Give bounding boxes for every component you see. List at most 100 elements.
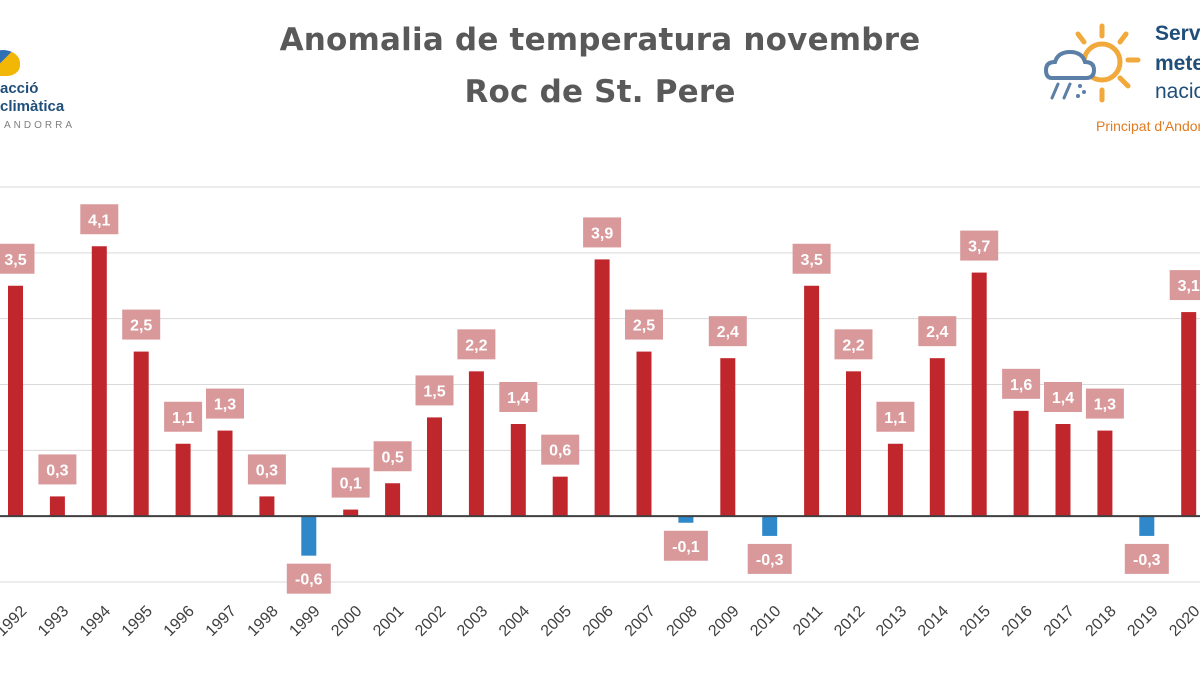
bar-2015 — [971, 272, 987, 517]
logo-right-line4: Principat d'Andorra — [1096, 118, 1200, 134]
bar-1997 — [217, 430, 233, 517]
data-label: 1,5 — [415, 375, 454, 406]
x-tick-label: 2010 — [747, 603, 784, 640]
data-label-box — [541, 434, 580, 465]
data-label-box — [1002, 368, 1041, 399]
data-label-box — [206, 388, 244, 419]
data-label: -0,1 — [663, 530, 708, 561]
chart-subtitle: Roc de St. Pere — [464, 74, 736, 110]
data-label-box — [415, 375, 454, 406]
data-label: 3,9 — [583, 217, 622, 248]
x-tick-label: 2020 — [1166, 603, 1200, 640]
data-label-box — [876, 401, 915, 432]
bar-2004 — [510, 424, 526, 517]
x-tick-label: 2005 — [538, 603, 575, 640]
data-label-text: 1,1 — [172, 410, 194, 427]
bar-2017 — [1055, 424, 1071, 517]
data-label-text: 4,1 — [88, 212, 110, 229]
bar-1998 — [259, 496, 275, 517]
x-tick-label: 2015 — [957, 603, 994, 640]
data-label: 1,4 — [499, 382, 538, 412]
logo-right-line3: nacional — [1155, 80, 1200, 103]
data-label-box — [1124, 543, 1169, 574]
data-label-text: 2,5 — [130, 318, 152, 335]
data-label-text: 3,7 — [968, 239, 990, 256]
x-tick-label: 2013 — [873, 603, 910, 640]
data-label-text: 0,5 — [381, 449, 403, 466]
x-tick-label: 2017 — [1041, 603, 1078, 640]
x-tick-label: 1999 — [286, 603, 323, 640]
data-label-text: 1,3 — [214, 397, 236, 414]
data-label-text: 2,4 — [926, 324, 948, 341]
andorra-emblem-icon — [0, 50, 20, 76]
x-tick-label: 2004 — [496, 603, 533, 640]
logo-right-line2: meteorològic — [1155, 52, 1200, 75]
data-label-text: -0,1 — [672, 539, 700, 556]
bar-2003 — [468, 371, 484, 517]
data-label: 0,3 — [38, 454, 77, 485]
data-label-box — [1044, 382, 1082, 412]
x-tick-labels: 1992 1993 1994 1995 1996 1997 1998 1999 2000 2001… — [0, 603, 1200, 640]
x-tick-label: 2019 — [1124, 603, 1161, 640]
servei-meteorologic-logo: Servei meteorològic nacional Principat d… — [1036, 16, 1200, 146]
data-label-text: 0,3 — [46, 462, 68, 479]
data-label: -0,3 — [1124, 543, 1169, 574]
data-label: 0,6 — [541, 434, 580, 465]
bar-2014 — [929, 358, 945, 517]
data-label: 3,5 — [0, 243, 35, 274]
bar-2009 — [720, 358, 736, 517]
data-label-text: 2,2 — [842, 337, 864, 354]
data-label-text: 3,9 — [591, 225, 613, 242]
data-label-text: 1,4 — [507, 390, 529, 407]
data-label: -0,6 — [286, 563, 331, 594]
data-label-text: 1,3 — [1094, 397, 1116, 414]
data-label: 0,5 — [373, 441, 412, 472]
data-label: 1,1 — [876, 401, 915, 432]
data-label: 0,1 — [331, 467, 370, 498]
data-label-box — [834, 329, 873, 360]
x-tick-label: 2001 — [370, 603, 407, 640]
x-tick-label: 1992 — [0, 603, 30, 640]
data-label-text: 1,1 — [884, 410, 906, 427]
bar-2019 — [1139, 516, 1155, 536]
x-tick-label: 2014 — [915, 603, 952, 640]
data-label: 3,1 — [1169, 270, 1200, 301]
data-label-text: 1,6 — [1010, 377, 1032, 394]
logo-left-line3: ANDORRA — [4, 120, 76, 131]
data-label-box — [583, 217, 622, 248]
bar-1992 — [8, 285, 23, 517]
x-tick-label: 2006 — [580, 603, 617, 640]
data-label-text: 3,5 — [800, 252, 822, 269]
bar-1996 — [175, 443, 191, 517]
data-label-box — [918, 316, 957, 347]
x-tick-label: 2000 — [328, 603, 365, 640]
data-label: 1,3 — [1085, 388, 1124, 419]
data-label-box — [247, 454, 286, 485]
bar-1994 — [91, 246, 107, 517]
data-label-box — [331, 467, 370, 498]
data-label-text: 2,4 — [717, 324, 739, 341]
data-label: 3,5 — [792, 243, 831, 274]
x-tick-label: 2018 — [1083, 603, 1120, 640]
data-label-box — [0, 243, 35, 274]
bar-2020 — [1181, 312, 1197, 517]
bar-2010 — [762, 516, 778, 536]
data-label-box — [960, 230, 999, 261]
data-label: 2,4 — [708, 316, 747, 347]
bar-1993 — [49, 496, 65, 517]
x-tick-label: 1998 — [245, 603, 282, 640]
data-label: 3,7 — [960, 230, 999, 261]
data-label: 2,2 — [457, 329, 496, 360]
data-labels: 3,5 0,3 4,1 2,5 1,1 1,3 0,3 -0,6 0,1 0,5 1,5 2,2 1,4… — [0, 204, 1200, 594]
bar-2001 — [385, 483, 401, 517]
sun-cloud-rain-icon — [1043, 23, 1141, 103]
data-label-box — [122, 309, 161, 340]
x-tick-label: 2007 — [622, 603, 659, 640]
data-label-text: -0,3 — [1133, 552, 1161, 569]
data-label: 0,3 — [247, 454, 286, 485]
data-label-text: -0,6 — [295, 572, 323, 589]
data-label: 1,1 — [164, 401, 203, 432]
data-label: 2,5 — [122, 309, 161, 340]
data-label-text: 3,5 — [4, 252, 26, 269]
bar-2002 — [427, 417, 442, 517]
